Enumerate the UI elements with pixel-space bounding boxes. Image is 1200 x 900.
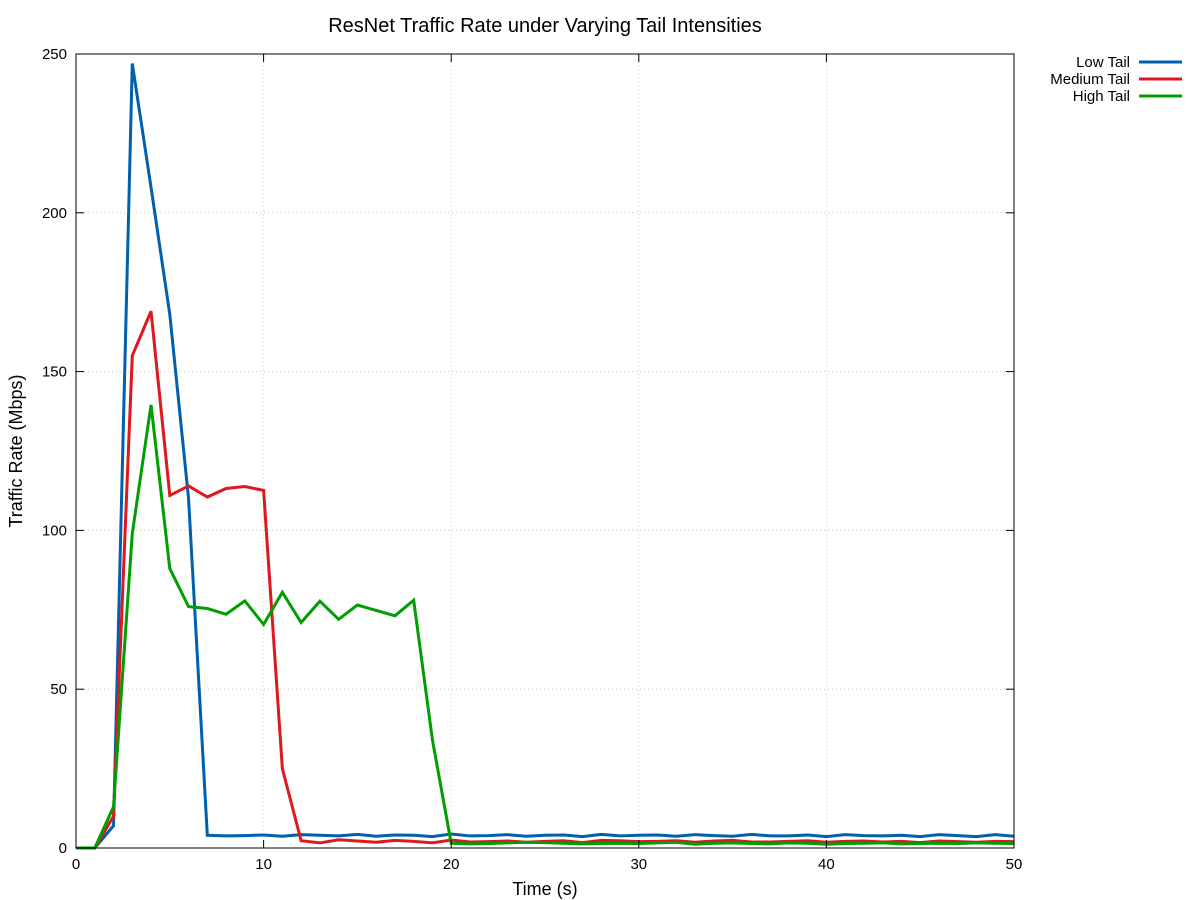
- y-axis-label: Traffic Rate (Mbps): [6, 374, 26, 527]
- y-tick-label: 150: [42, 364, 67, 381]
- legend-label-high-tail: High Tail: [1073, 88, 1130, 105]
- x-tick-label: 30: [630, 856, 647, 873]
- y-tick-label: 100: [42, 522, 67, 539]
- series-lines: [76, 63, 1015, 850]
- chart-title: ResNet Traffic Rate under Varying Tail I…: [328, 15, 762, 37]
- x-tick-label: 0: [72, 856, 80, 873]
- x-axis-label: Time (s): [512, 879, 577, 899]
- legend-label-low-tail: Low Tail: [1076, 54, 1130, 71]
- x-tick-label: 20: [443, 856, 460, 873]
- axis-ticks: 0 10 20 30 40 50 0 50 100 150 200 250: [42, 46, 1022, 873]
- legend-label-medium-tail: Medium Tail: [1050, 71, 1130, 88]
- y-tick-label: 200: [42, 205, 67, 222]
- x-tick-label: 10: [255, 856, 272, 873]
- series-line-low-tail: [76, 63, 1015, 850]
- y-tick-label: 250: [42, 46, 67, 63]
- x-tick-label: 40: [818, 856, 835, 873]
- grid-lines: [76, 54, 1014, 848]
- series-line-medium-tail: [76, 310, 1015, 850]
- y-tick-label: 50: [50, 681, 67, 698]
- x-tick-label: 50: [1006, 856, 1023, 873]
- series-line-high-tail: [76, 404, 1015, 850]
- y-tick-label: 0: [59, 840, 67, 857]
- plot-frame: [75, 53, 1015, 849]
